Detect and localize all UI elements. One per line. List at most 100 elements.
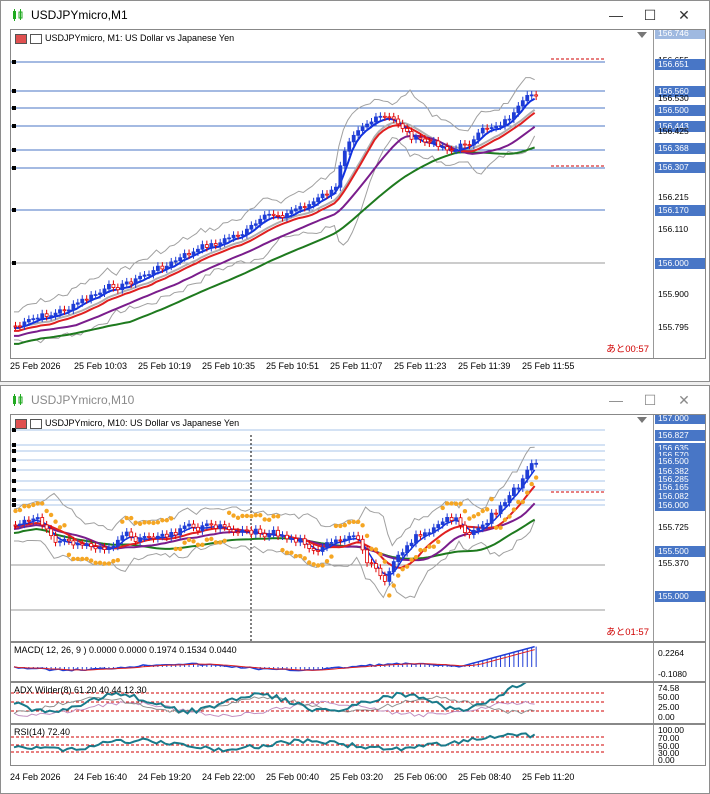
price-chart-canvas[interactable] (11, 415, 656, 642)
title-bar-m10[interactable]: USDJPYmicro,M10 — ☐ ✕ (1, 386, 709, 414)
candle (155, 535, 160, 539)
candle (400, 552, 405, 556)
chart-shift-triangle[interactable] (637, 417, 647, 423)
parabolic-sar-dot (342, 522, 347, 528)
candle (98, 546, 102, 550)
macd-canvas[interactable] (11, 643, 656, 682)
parabolic-sar-dot (347, 520, 352, 525)
level-marker (12, 449, 16, 453)
candle (445, 146, 450, 151)
parabolic-sar-dot (13, 508, 18, 514)
candle (102, 288, 107, 294)
candle (147, 536, 151, 538)
level-marker (12, 488, 16, 492)
time-label: 25 Feb 10:51 (266, 361, 320, 371)
chart-legend: USDJPYmicro, M1: US Dollar vs Japanese Y… (15, 33, 234, 44)
candle (520, 478, 525, 489)
candle (138, 537, 142, 542)
close-button[interactable]: ✕ (678, 7, 690, 23)
time-label: 25 Feb 10:19 (138, 361, 192, 371)
candle (418, 137, 423, 140)
time-label: 25 Feb 10:03 (74, 361, 128, 371)
chart-shift-triangle[interactable] (637, 32, 647, 38)
maximize-button[interactable]: ☐ (643, 392, 657, 408)
candle (360, 126, 365, 132)
candle (31, 518, 36, 521)
chart-window-m10[interactable]: USDJPYmicro,M10 — ☐ ✕ USDJPYmicro, M10: … (0, 385, 710, 794)
price-axis[interactable]: 157.000 156.827 156.635 156.570 156.500 156.3… (653, 415, 705, 641)
parabolic-sar-dot (355, 519, 361, 525)
candle (75, 302, 80, 305)
rsi-subwindow[interactable]: RSI(14) 72.40 100.00 70.00 50.00 30.00 0… (10, 724, 706, 766)
price-label: 156.382 (655, 466, 705, 477)
close-button[interactable]: ✕ (678, 392, 690, 408)
candle (516, 487, 521, 490)
candle (84, 543, 89, 546)
parabolic-sar-dot (115, 557, 121, 563)
chart-window-m1[interactable]: USDJPYmicro,M1 — ☐ ✕ USDJPYmicro, M1: US… (0, 0, 710, 382)
parabolic-sar-dot (26, 504, 32, 509)
time-label: 24 Feb 16:40 (74, 772, 128, 782)
rsi-canvas[interactable] (11, 725, 656, 766)
parabolic-sar-dot (275, 514, 281, 519)
price-label: 156.368 (655, 143, 705, 154)
title-bar-m1[interactable]: USDJPYmicro,M1 — ☐ ✕ (1, 1, 709, 29)
macd-subwindow[interactable]: MACD( 12, 26, 9 ) 0.0000 0.0000 0.1974 0… (10, 642, 706, 682)
parabolic-sar-dot (489, 496, 494, 502)
candle (124, 281, 129, 285)
candle (369, 121, 374, 125)
candle (511, 487, 516, 496)
rsi-axis[interactable]: 100.00 70.00 50.00 30.00 0.00 (653, 725, 705, 765)
candle (262, 214, 267, 220)
candle (529, 94, 534, 97)
candle (342, 150, 347, 167)
parabolic-sar-dot (222, 538, 227, 543)
candle (431, 140, 436, 144)
time-label: 25 Feb 10:35 (202, 361, 256, 371)
level-marker (12, 124, 16, 128)
adx-subwindow[interactable]: ADX Wilder(8) 61.20 40.44 12.30 74.58 50… (10, 682, 706, 724)
candle (391, 116, 396, 120)
price-axis[interactable]: 156.746156.655156.651156.560156.530156.5… (653, 30, 705, 358)
price-chart-m1[interactable]: USDJPYmicro, M1: US Dollar vs Japanese Y… (10, 29, 706, 359)
candle (133, 278, 138, 285)
parabolic-sar-dot (62, 523, 67, 528)
candle (102, 546, 107, 550)
candle (142, 274, 147, 277)
minimize-button[interactable]: — (609, 7, 623, 23)
candle (534, 94, 539, 97)
candle (454, 517, 458, 521)
candle (98, 292, 102, 295)
candle (249, 529, 254, 535)
candle (213, 243, 218, 246)
candle (476, 527, 481, 531)
ma-green (13, 146, 535, 345)
adx-canvas[interactable] (11, 683, 656, 724)
price-label: 156.082 (655, 491, 705, 502)
candle (133, 536, 138, 542)
candle (44, 524, 49, 530)
parabolic-sar-dot (17, 507, 23, 513)
price-chart-m10[interactable]: USDJPYmicro, M10: US Dollar vs Japanese … (10, 414, 706, 642)
bar-countdown: あと01:57 (606, 627, 649, 638)
candle (494, 125, 499, 128)
candle (271, 213, 276, 216)
price-label: 156.570 (655, 450, 705, 461)
minimize-button[interactable]: — (609, 392, 623, 408)
candle (204, 244, 209, 248)
adx-axis[interactable]: 74.58 50.00 25.00 0.00 (653, 683, 705, 723)
price-chart-canvas[interactable] (11, 30, 656, 359)
parabolic-sar-dot (529, 481, 534, 487)
parabolic-sar-dot (396, 573, 401, 578)
candle (111, 545, 116, 548)
ma-blue (13, 97, 536, 329)
parabolic-sar-dot (280, 547, 285, 553)
candle (89, 543, 94, 547)
time-label: 25 Feb 00:40 (266, 772, 320, 782)
parabolic-sar-dot (373, 547, 379, 552)
maximize-button[interactable]: ☐ (643, 7, 657, 23)
candle (18, 523, 22, 526)
rsi-tick: 100.00 (658, 725, 684, 735)
macd-axis[interactable]: 0.2264 -0.1080 (653, 643, 705, 681)
candle (115, 287, 120, 291)
